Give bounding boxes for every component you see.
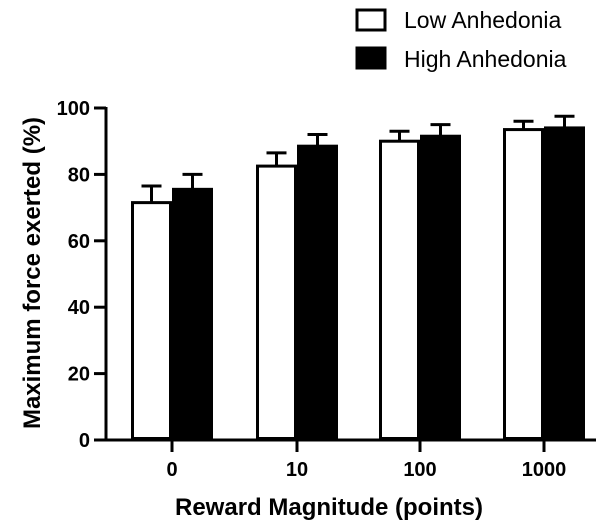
bars <box>131 114 585 441</box>
y-tick-label: 80 <box>68 164 90 186</box>
bar-high-anhedonia <box>297 144 338 440</box>
legend: Low Anhedonia High Anhedonia <box>355 7 567 72</box>
y-axis-title: Maximum force exerted (%) <box>19 117 46 429</box>
bar-low-anhedonia <box>379 139 420 440</box>
bar-high-anhedonia <box>420 134 461 440</box>
x-tick-label: 1000 <box>522 459 567 481</box>
legend-label-high-anhedonia: High Anhedonia <box>404 46 567 72</box>
x-tick-label: 100 <box>403 459 436 481</box>
legend-swatch-low-anhedonia <box>355 8 387 32</box>
legend-swatch-high-anhedonia <box>355 46 387 70</box>
y-tick-label: 60 <box>68 231 90 253</box>
bar-high-anhedonia <box>172 187 213 440</box>
y-tick-label: 40 <box>68 297 90 319</box>
bar-low-anhedonia <box>131 201 172 440</box>
x-tick-label: 10 <box>286 459 308 481</box>
y-tick-label: 0 <box>79 430 90 452</box>
bar-low-anhedonia <box>503 128 544 441</box>
y-axis: 0 20 40 60 80 100 <box>57 98 108 452</box>
x-axis-title: Reward Magnitude (points) <box>175 494 483 521</box>
y-tick-label: 20 <box>68 364 90 386</box>
x-axis: 0 10 100 1000 <box>104 438 596 481</box>
legend-label-low-anhedonia: Low Anhedonia <box>404 7 562 33</box>
y-tick-label: 100 <box>57 98 90 120</box>
bar-high-anhedonia <box>544 126 585 440</box>
x-tick-label: 0 <box>166 459 177 481</box>
bar-low-anhedonia <box>256 164 297 440</box>
